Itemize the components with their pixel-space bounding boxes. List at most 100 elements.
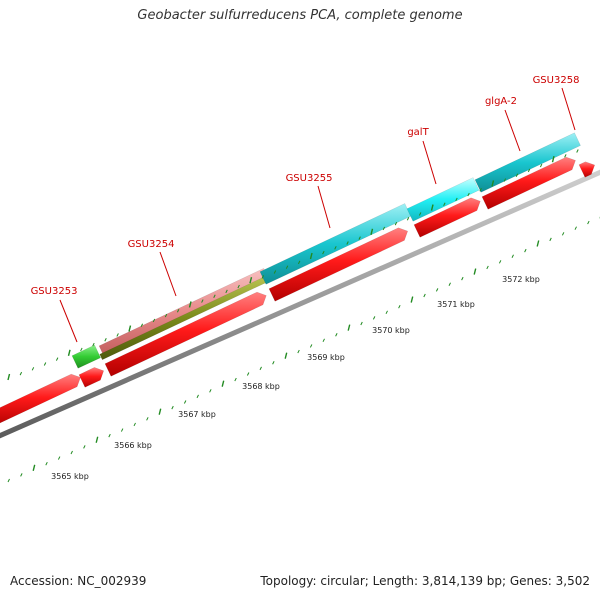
tick-mark	[183, 400, 187, 404]
scale-label: 3572 kbp	[502, 275, 540, 284]
tick-mark	[370, 228, 374, 235]
tick-mark	[394, 221, 398, 226]
tick-mark	[176, 309, 180, 313]
tick-mark	[564, 154, 567, 158]
tick-mark	[322, 250, 325, 255]
tick-mark	[19, 371, 23, 376]
tick-mark	[164, 313, 168, 318]
cds-arrow	[481, 156, 576, 210]
tick-mark	[527, 168, 531, 173]
tick-mark	[358, 236, 361, 240]
tick-mark	[524, 248, 527, 253]
tick-mark	[70, 450, 73, 455]
scale-label: 3566 kbp	[114, 441, 152, 450]
tick-mark	[372, 316, 376, 320]
cds-arrow	[0, 373, 81, 424]
tick-mark	[285, 265, 289, 269]
tick-mark	[259, 366, 262, 371]
gene-label-glga-2[interactable]: glgA-2	[485, 96, 517, 107]
tick-mark	[418, 212, 422, 216]
gene-block-galt	[406, 177, 480, 222]
tick-mark	[272, 361, 275, 365]
gene-label-gsu3253[interactable]: GSU3253	[31, 286, 78, 297]
tick-mark	[221, 380, 225, 387]
gene-leader-line	[317, 185, 331, 229]
tick-mark	[140, 323, 144, 327]
tick-mark	[158, 408, 162, 415]
tick-mark	[146, 417, 149, 421]
tick-mark	[57, 456, 61, 460]
tick-mark	[406, 217, 410, 221]
scale-label: 3571 kbp	[437, 300, 475, 309]
genome-summary-text: Topology: circular; Length: 3,814,139 bp…	[260, 574, 590, 588]
gene-leader-line	[504, 109, 521, 152]
tick-mark	[503, 178, 507, 182]
scale-label: 3567 kbp	[178, 410, 216, 419]
cds-arrow	[104, 291, 267, 377]
tick-mark	[536, 240, 540, 247]
tick-mark	[335, 332, 338, 337]
tick-mark	[234, 377, 237, 382]
gene-leader-line	[59, 299, 78, 343]
tick-mark	[196, 394, 199, 399]
tick-mark	[455, 197, 458, 202]
tick-mark	[128, 325, 132, 332]
tick-mark	[574, 226, 577, 230]
tick-mark	[7, 373, 11, 381]
gene-leader-line	[422, 140, 437, 185]
tick-mark	[171, 405, 174, 410]
tick-mark	[45, 461, 48, 466]
tick-mark	[7, 478, 10, 483]
tick-mark	[67, 349, 71, 356]
tick-mark	[435, 288, 439, 292]
gene-block-gsu3253	[71, 344, 101, 369]
tick-mark	[322, 338, 325, 343]
tick-mark	[83, 445, 86, 449]
scale-label: 3569 kbp	[307, 353, 345, 362]
accession-text: Accession: NC_002939	[10, 574, 147, 588]
cds-arrow	[268, 227, 409, 302]
gene-label-gsu3258[interactable]: GSU3258	[533, 75, 580, 86]
tick-mark	[32, 464, 36, 471]
tick-mark	[284, 352, 288, 359]
tick-mark	[498, 260, 502, 264]
tick-mark	[237, 284, 240, 289]
tick-mark	[249, 277, 253, 284]
gene-label-gsu3255[interactable]: GSU3255	[286, 173, 333, 184]
tick-mark	[515, 173, 519, 177]
tick-mark	[430, 204, 434, 211]
tick-mark	[461, 276, 464, 281]
gene-label-gsu3254[interactable]: GSU3254	[128, 239, 175, 250]
tick-mark	[539, 163, 543, 168]
tick-mark	[479, 188, 482, 192]
tick-mark	[491, 180, 495, 187]
tick-mark	[443, 202, 446, 206]
backbone-line	[0, 169, 600, 439]
tick-mark	[95, 436, 99, 443]
scale-label: 3565 kbp	[51, 472, 89, 481]
tick-mark	[486, 265, 489, 270]
tick-mark	[334, 246, 337, 250]
scale-label: 3570 kbp	[372, 326, 410, 335]
tick-mark	[382, 226, 386, 231]
tick-mark	[587, 220, 590, 225]
cds-arrow	[578, 161, 596, 178]
gene-leader-line	[561, 87, 576, 131]
tick-mark	[511, 254, 514, 258]
tick-mark	[576, 149, 579, 153]
tick-mark	[104, 338, 107, 342]
tick-mark	[31, 367, 35, 371]
tick-mark	[246, 372, 250, 376]
tick-mark	[55, 357, 59, 361]
tick-mark	[467, 192, 470, 197]
tick-mark	[360, 321, 363, 326]
tick-mark	[297, 349, 300, 354]
tick-mark	[20, 473, 23, 477]
tick-mark	[561, 232, 565, 236]
gene-label-galt[interactable]: galT	[407, 127, 429, 138]
tick-mark	[273, 270, 277, 274]
tick-mark	[448, 282, 451, 286]
tick-mark	[152, 318, 156, 323]
tick-mark	[209, 389, 212, 393]
